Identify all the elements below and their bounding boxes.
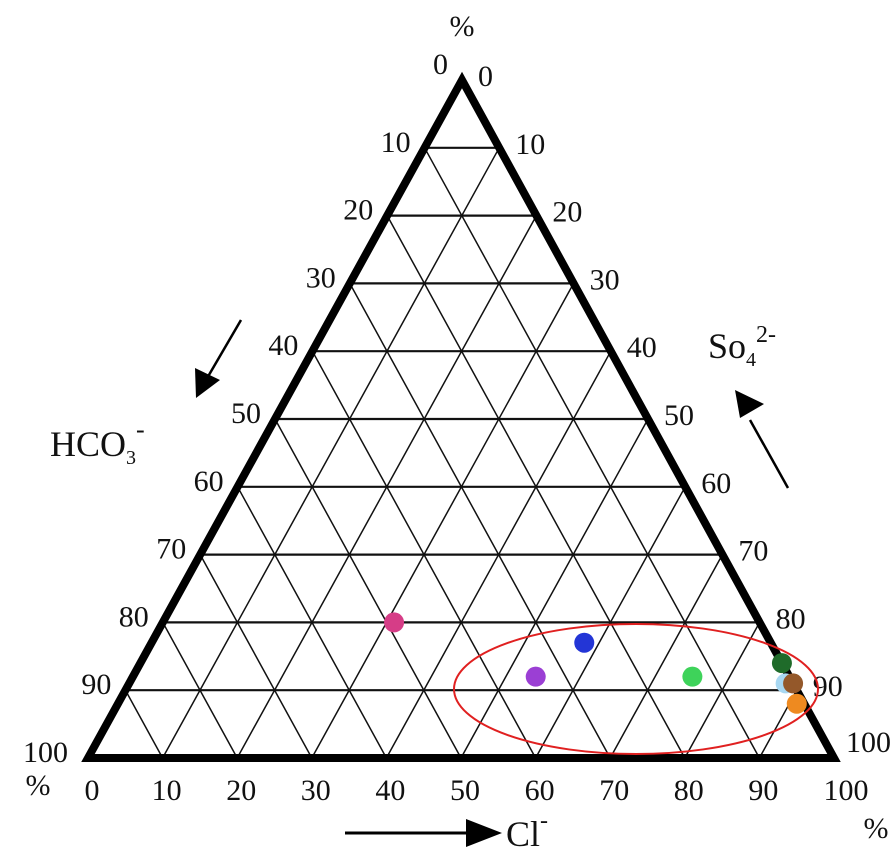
right-tick-label: 40	[627, 331, 657, 364]
grid-line-rising	[161, 147, 500, 759]
left-unit-label: %	[26, 769, 51, 802]
bottom-tick-label: 80	[674, 774, 704, 807]
grid-lines	[124, 146, 798, 759]
left-axis-ticks: 0 10 20 30 40 50 60 70 80 90 100	[23, 48, 448, 769]
grid-line-falling	[199, 554, 313, 759]
left-tick-label: 70	[156, 533, 186, 566]
left-tick-label: 60	[194, 465, 224, 498]
right-tick-label: 100	[846, 726, 891, 759]
triangle-frame	[81, 71, 841, 762]
grid-line-falling	[162, 622, 238, 759]
grid-line-falling	[311, 350, 537, 759]
left-tick-label: 0	[433, 48, 448, 81]
left-tick-label: 20	[343, 194, 373, 227]
sample-point	[771, 653, 792, 674]
data-points	[384, 612, 807, 714]
bottom-tick-label: 50	[450, 774, 480, 807]
right-axis-arrow	[735, 390, 790, 489]
left-tick-label: 50	[231, 397, 261, 430]
bottom-tick-label: 10	[152, 774, 182, 807]
bottom-tick-label: 0	[85, 774, 100, 807]
sample-point	[525, 666, 546, 687]
left-axis-title: HCO3-	[50, 415, 145, 469]
bottom-tick-label: 30	[301, 774, 331, 807]
left-tick-label: 10	[381, 126, 411, 159]
grid-line-rising	[609, 554, 724, 759]
grid-line-falling	[423, 147, 761, 759]
right-tick-label: 50	[664, 399, 694, 432]
grid-line-falling	[236, 486, 388, 759]
grid-line-falling	[349, 283, 611, 759]
sample-point	[682, 666, 703, 687]
right-tick-label: 70	[738, 535, 768, 568]
left-axis-arrow	[195, 319, 243, 398]
grid-line-falling	[386, 215, 686, 759]
right-tick-label: 10	[515, 128, 545, 161]
bottom-tick-label: 60	[525, 774, 555, 807]
right-tick-label: 0	[478, 60, 493, 93]
bottom-tick-label: 40	[375, 774, 405, 807]
right-tick-label: 30	[590, 263, 620, 296]
right-axis-title: So42-	[708, 322, 776, 371]
bottom-axis-ticks: 0 10 20 30 40 50 60 70 80 90 100	[85, 774, 869, 807]
grid-line-rising	[460, 418, 649, 759]
left-tick-label: 30	[306, 261, 336, 294]
grid-line-falling	[274, 418, 462, 759]
sample-point	[786, 693, 807, 714]
bottom-tick-label: 20	[226, 774, 256, 807]
right-tick-label: 20	[552, 196, 582, 229]
bottom-tick-label: 100	[824, 774, 869, 807]
bottom-axis-title: Cl-	[506, 808, 548, 854]
right-tick-label: 60	[701, 467, 731, 500]
left-tick-label: 80	[119, 600, 149, 633]
left-tick-label: 40	[268, 329, 298, 362]
bottom-unit-label: %	[864, 812, 889, 845]
sample-point	[783, 673, 804, 694]
grid-line-falling	[124, 689, 164, 759]
bottom-tick-label: 70	[599, 774, 629, 807]
left-tick-label: 90	[81, 668, 111, 701]
sample-point	[574, 632, 595, 653]
left-tick-label: 100	[23, 736, 68, 769]
grid-line-rising	[311, 283, 575, 759]
sample-point	[384, 612, 405, 633]
top-unit-label: %	[450, 10, 475, 43]
right-tick-label: 80	[776, 602, 806, 635]
bottom-tick-label: 90	[748, 774, 778, 807]
highlight-ellipse	[453, 623, 819, 755]
bottom-axis-arrow	[345, 819, 502, 847]
